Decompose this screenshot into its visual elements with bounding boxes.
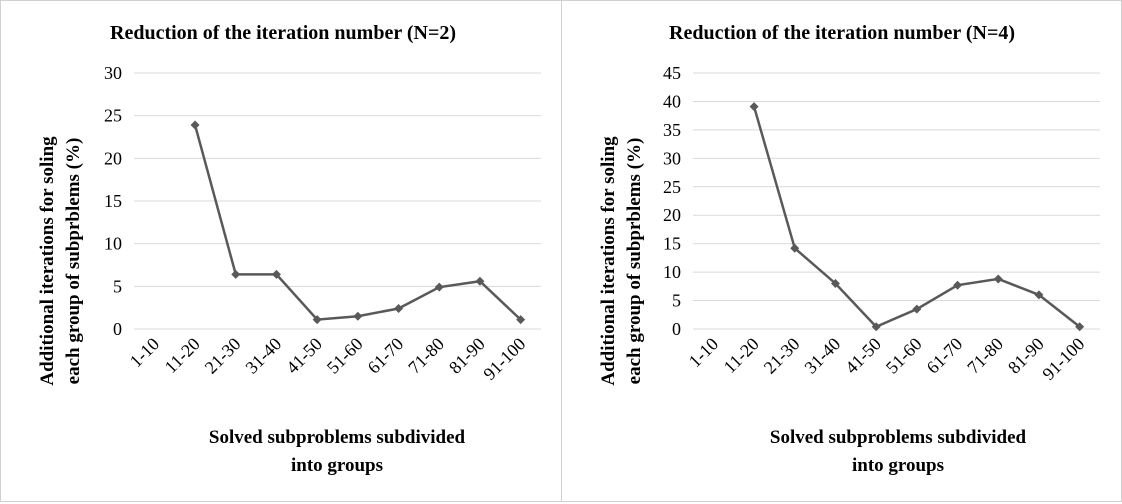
data-point bbox=[271, 269, 281, 279]
x-tick-label: 21-30 bbox=[760, 334, 804, 378]
x-tick-label: 11-20 bbox=[720, 334, 763, 377]
y-axis-label: each group of subprblems (%) bbox=[624, 138, 645, 385]
data-point bbox=[749, 102, 759, 112]
x-tick-label: 31-40 bbox=[241, 334, 285, 378]
data-point bbox=[1034, 290, 1044, 300]
chart-title: Reduction of the iteration number (N=2) bbox=[110, 22, 456, 44]
data-point bbox=[353, 311, 363, 321]
chart-panel-n4: Reduction of the iteration number (N=4) 0… bbox=[561, 0, 1122, 502]
y-tick-label: 35 bbox=[663, 120, 681, 140]
x-tick-label: 61-70 bbox=[364, 334, 408, 378]
data-point bbox=[434, 282, 444, 292]
y-tick-label: 25 bbox=[104, 106, 122, 126]
y-axis-label: Additional iterations for soling bbox=[37, 136, 58, 386]
series-line bbox=[193, 124, 522, 321]
y-tick-label: 15 bbox=[663, 234, 681, 254]
data-point bbox=[790, 243, 800, 253]
x-tick-label: 71-80 bbox=[404, 334, 448, 378]
y-tick-label: 20 bbox=[663, 205, 681, 225]
chart-n4: Reduction of the iteration number (N=4) 0… bbox=[598, 22, 1100, 476]
data-point bbox=[953, 280, 963, 290]
x-tick-label: 51-60 bbox=[323, 334, 367, 378]
y-tick-label: 10 bbox=[104, 234, 122, 254]
y-tick-label: 15 bbox=[104, 191, 122, 211]
y-tick-label: 30 bbox=[104, 63, 122, 83]
y-axis-label: Additional iterations for soling bbox=[598, 136, 619, 386]
x-axis-label: Solved subproblems subdivided bbox=[209, 427, 466, 448]
y-tick-label: 45 bbox=[663, 63, 681, 83]
y-tick-label: 25 bbox=[663, 177, 681, 197]
x-axis-label: into groups bbox=[291, 455, 383, 476]
data-point bbox=[516, 315, 526, 325]
y-tick-label: 0 bbox=[672, 319, 681, 339]
x-tick-label: 31-40 bbox=[800, 334, 844, 378]
chart-title: Reduction of the iteration number (N=4) bbox=[669, 22, 1015, 44]
data-point bbox=[475, 276, 485, 286]
data-point bbox=[394, 304, 404, 314]
x-tick-label: 51-60 bbox=[882, 334, 926, 378]
y-tick-label: 30 bbox=[663, 148, 681, 168]
x-axis-label: into groups bbox=[852, 455, 944, 476]
x-tick-label: 1-10 bbox=[126, 334, 163, 371]
y-tick-label: 40 bbox=[663, 91, 681, 111]
data-point bbox=[993, 274, 1003, 284]
y-tick-label: 10 bbox=[663, 262, 681, 282]
y-tick-label: 5 bbox=[113, 276, 122, 296]
data-point bbox=[1075, 322, 1085, 332]
y-axis-label: each group of subprblems (%) bbox=[63, 138, 84, 385]
x-axis-label: Solved subproblems subdivided bbox=[770, 427, 1027, 448]
data-point bbox=[190, 120, 200, 130]
x-tick-label: 91-100 bbox=[1038, 334, 1088, 384]
y-tick-label: 5 bbox=[672, 291, 681, 311]
chart-n2: Reduction of the iteration number (N=2) 0… bbox=[37, 22, 541, 476]
x-tick-label: 21-30 bbox=[201, 334, 245, 378]
x-tick-label: 11-20 bbox=[161, 334, 204, 377]
data-point bbox=[871, 322, 881, 332]
data-point bbox=[830, 278, 840, 288]
data-point bbox=[312, 315, 322, 325]
data-point bbox=[912, 304, 922, 314]
y-tick-label: 0 bbox=[113, 319, 122, 339]
x-tick-label: 41-50 bbox=[841, 334, 885, 378]
data-point bbox=[231, 269, 241, 279]
chart-panel-n2: Reduction of the iteration number (N=2) 0… bbox=[0, 0, 562, 502]
x-tick-label: 41-50 bbox=[282, 334, 326, 378]
x-tick-label: 61-70 bbox=[923, 334, 967, 378]
x-tick-label: 1-10 bbox=[685, 334, 722, 371]
x-tick-label: 91-100 bbox=[479, 334, 529, 384]
series-line bbox=[752, 106, 1081, 329]
y-tick-label: 20 bbox=[104, 148, 122, 168]
x-tick-label: 71-80 bbox=[963, 334, 1007, 378]
